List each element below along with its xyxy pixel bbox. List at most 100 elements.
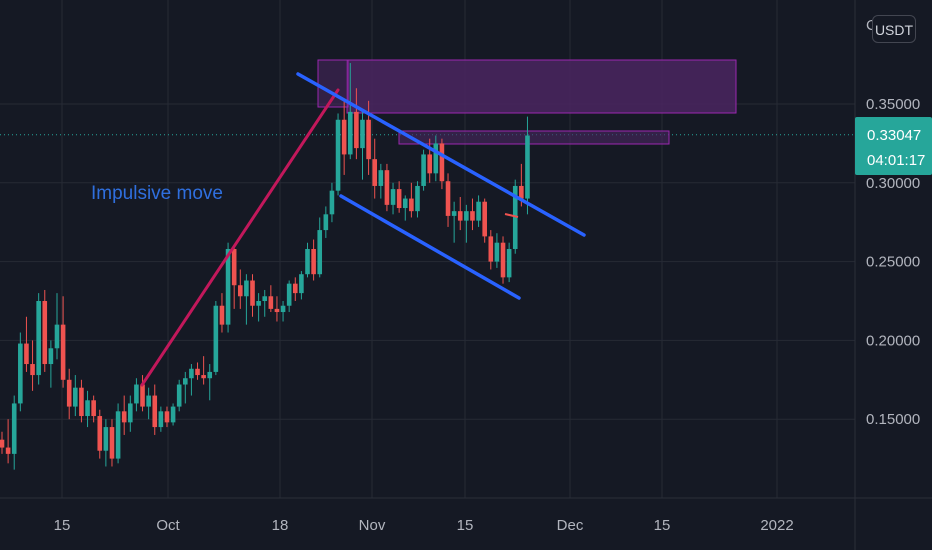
candle-body — [274, 308, 280, 313]
annotation-impulsive-move: Impulsive move — [91, 183, 223, 204]
candle-body — [341, 119, 347, 155]
candle-body — [231, 248, 237, 286]
candle-body — [219, 305, 225, 325]
candle-body — [433, 143, 439, 174]
candle-body — [262, 296, 268, 301]
candle-body — [335, 119, 341, 191]
candle-body — [439, 143, 445, 182]
currency-button[interactable]: USDT — [872, 15, 916, 43]
time-tick-label: 15 — [654, 517, 671, 534]
drawings-zones — [317, 59, 737, 145]
candle-body — [18, 343, 23, 404]
small-marker-line — [504, 213, 519, 218]
candle-body — [237, 285, 243, 297]
candle-body — [280, 305, 286, 313]
candle-body — [500, 242, 506, 278]
candle-body — [354, 111, 359, 149]
candle-body — [421, 154, 426, 186]
candle-body — [225, 248, 231, 325]
candle-body — [48, 348, 54, 365]
candle-body — [183, 378, 188, 385]
channel-lower-line — [339, 194, 521, 300]
time-tick-label: 15 — [54, 517, 71, 534]
candle-body — [73, 387, 78, 407]
candle-body — [140, 384, 145, 407]
candle-body — [360, 119, 365, 149]
candle-body — [427, 154, 432, 174]
candle-body — [476, 201, 481, 221]
candle-body — [128, 403, 133, 423]
resistance-zone-lower — [398, 130, 670, 145]
candle-body — [347, 111, 353, 155]
candle-body — [42, 301, 48, 365]
candle-body — [103, 427, 109, 451]
candle-body — [488, 236, 494, 262]
candle-body — [79, 387, 84, 417]
candle-body — [97, 416, 103, 451]
candle-body — [451, 211, 457, 216]
candle-body — [519, 185, 524, 199]
candle-body — [66, 379, 72, 407]
price-tick-label: 0.25000 — [866, 254, 920, 271]
time-tick-label: 18 — [272, 517, 289, 534]
candle-body — [201, 375, 206, 379]
candle-body — [158, 411, 164, 428]
candle-body — [5, 447, 11, 454]
candle-body — [256, 301, 261, 306]
candle-body — [390, 189, 396, 205]
candle-body — [176, 384, 182, 407]
candle-body — [189, 368, 194, 379]
candle-body — [494, 242, 500, 262]
candle-body — [60, 324, 66, 380]
current-price-box — [855, 117, 932, 175]
candle-body — [213, 305, 219, 372]
countdown-label: 04:01:17 — [867, 152, 925, 169]
candle-body — [170, 406, 176, 423]
channel-upper-line — [296, 72, 586, 237]
candle-body — [402, 198, 408, 209]
time-tick-label: 15 — [457, 517, 474, 534]
candle-body — [85, 400, 90, 417]
candle-body — [378, 170, 384, 186]
candle-body — [36, 301, 41, 376]
price-tick-label: 0.35000 — [866, 96, 920, 113]
candle-body — [164, 411, 170, 423]
candle-body — [299, 274, 304, 294]
candle-body — [134, 384, 139, 404]
time-tick-label: 2022 — [760, 517, 793, 534]
candle-body — [470, 211, 475, 221]
time-tick-label: Dec — [557, 517, 584, 534]
candle-body — [91, 400, 96, 417]
price-tick-label: 0.15000 — [866, 411, 920, 428]
candle-body — [244, 280, 249, 297]
candle-body — [482, 201, 487, 237]
drawings-lines — [140, 72, 586, 387]
candle-body — [384, 170, 390, 205]
candle-body — [464, 211, 469, 221]
candle-body — [372, 159, 378, 186]
price-tick-label: 0.30000 — [866, 175, 920, 192]
candle-body — [195, 368, 200, 376]
candle-body — [24, 343, 29, 365]
candle-body — [11, 403, 17, 454]
time-tick-label: Nov — [359, 517, 386, 534]
candle-body — [409, 198, 414, 212]
candle-body — [54, 324, 60, 349]
candle-body — [415, 185, 420, 212]
candle-body — [457, 211, 463, 221]
time-axis[interactable]: 15 Oct 18 Nov 15 Dec 15 2022 — [54, 517, 794, 534]
candle-body — [0, 439, 5, 448]
candle-body — [286, 283, 292, 306]
candle-body — [506, 248, 512, 278]
candle-body — [329, 190, 335, 215]
candle-body — [525, 135, 530, 199]
candle-body — [115, 411, 121, 459]
candle-body — [207, 371, 213, 379]
price-axis[interactable]: 0.35000 0.30000 0.25000 0.20000 0.15000 — [866, 96, 920, 428]
candle-body — [311, 248, 316, 275]
candle-body — [317, 230, 323, 275]
candle-body — [152, 395, 158, 428]
candle-body — [323, 214, 329, 231]
candle-body — [366, 119, 371, 160]
